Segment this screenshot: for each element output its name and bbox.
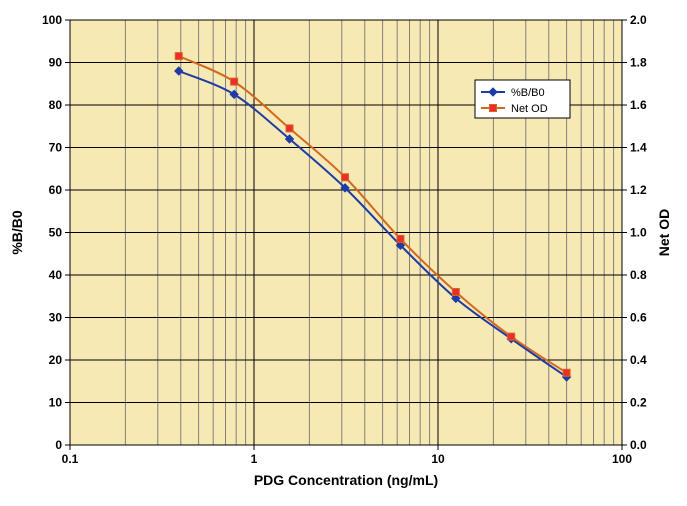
square-marker bbox=[231, 78, 238, 85]
square-marker bbox=[175, 53, 182, 60]
square-marker bbox=[508, 333, 515, 340]
y-right-tick-label: 1.0 bbox=[630, 226, 647, 240]
x-axis-label: PDG Concentration (ng/mL) bbox=[254, 472, 438, 488]
y-right-tick-label: 0.8 bbox=[630, 268, 647, 282]
y-right-tick-label: 2.0 bbox=[630, 13, 647, 27]
x-tick-label: 100 bbox=[612, 452, 632, 466]
y-right-tick-label: 0.2 bbox=[630, 396, 647, 410]
chart-svg: 0.111010001020304050607080901000.00.20.4… bbox=[0, 0, 687, 506]
y-left-tick-label: 80 bbox=[49, 98, 63, 112]
y-right-tick-label: 0.4 bbox=[630, 353, 647, 367]
y-left-tick-label: 0 bbox=[55, 438, 62, 452]
y-left-tick-label: 60 bbox=[49, 183, 63, 197]
y-right-tick-label: 1.2 bbox=[630, 183, 647, 197]
y-left-tick-label: 70 bbox=[49, 141, 63, 155]
square-marker bbox=[286, 125, 293, 132]
legend-label: Net OD bbox=[511, 103, 548, 115]
x-tick-label: 10 bbox=[431, 452, 445, 466]
y-left-tick-label: 100 bbox=[42, 13, 62, 27]
square-marker bbox=[452, 289, 459, 296]
y-right-tick-label: 1.8 bbox=[630, 56, 647, 70]
y-left-tick-label: 40 bbox=[49, 268, 63, 282]
y-left-tick-label: 90 bbox=[49, 56, 63, 70]
y-right-tick-label: 0.6 bbox=[630, 311, 647, 325]
square-marker bbox=[563, 369, 570, 376]
legend: %B/B0 Net OD bbox=[475, 80, 570, 118]
y-right-tick-label: 0.0 bbox=[630, 438, 647, 452]
y-right-tick-label: 1.4 bbox=[630, 141, 647, 155]
legend-label: %B/B0 bbox=[511, 87, 545, 99]
y-left-axis-label: %B/B0 bbox=[9, 210, 25, 255]
square-marker bbox=[342, 174, 349, 181]
y-left-tick-label: 50 bbox=[49, 226, 63, 240]
y-left-tick-label: 20 bbox=[49, 353, 63, 367]
y-left-tick-label: 30 bbox=[49, 311, 63, 325]
y-right-tick-label: 1.6 bbox=[630, 98, 647, 112]
x-tick-label: 0.1 bbox=[62, 452, 79, 466]
chart-container: 0.111010001020304050607080901000.00.20.4… bbox=[0, 0, 687, 506]
y-right-axis-label: Net OD bbox=[656, 209, 672, 256]
square-marker-icon bbox=[490, 105, 497, 112]
y-left-tick-label: 10 bbox=[49, 396, 63, 410]
x-tick-label: 1 bbox=[251, 452, 258, 466]
square-marker bbox=[397, 235, 404, 242]
